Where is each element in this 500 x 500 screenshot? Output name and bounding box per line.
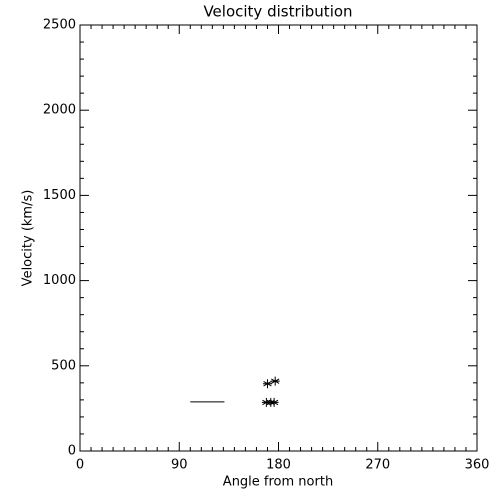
x-tick-label: 360 [465,458,490,473]
x-tick-label: 180 [266,458,291,473]
x-tick-label: 90 [171,458,188,473]
x-axis-label: Angle from north [223,475,333,490]
y-tick-label: 2000 [43,103,76,118]
chart-title: Velocity distribution [203,3,352,21]
y-tick-label: 1000 [43,273,76,288]
asterisk-point [269,397,279,407]
y-tick-label: 0 [68,444,76,459]
y-tick-label: 1500 [43,188,76,203]
x-tick-label: 0 [76,458,84,473]
x-tick-label: 270 [365,458,390,473]
plot-frame [79,24,478,452]
y-tick-label: 2500 [43,18,76,33]
y-tick-label: 500 [51,358,76,373]
asterisk-point [270,376,280,386]
y-axis-label: Velocity (km/s) [21,190,36,287]
asterisk-point [262,379,272,389]
